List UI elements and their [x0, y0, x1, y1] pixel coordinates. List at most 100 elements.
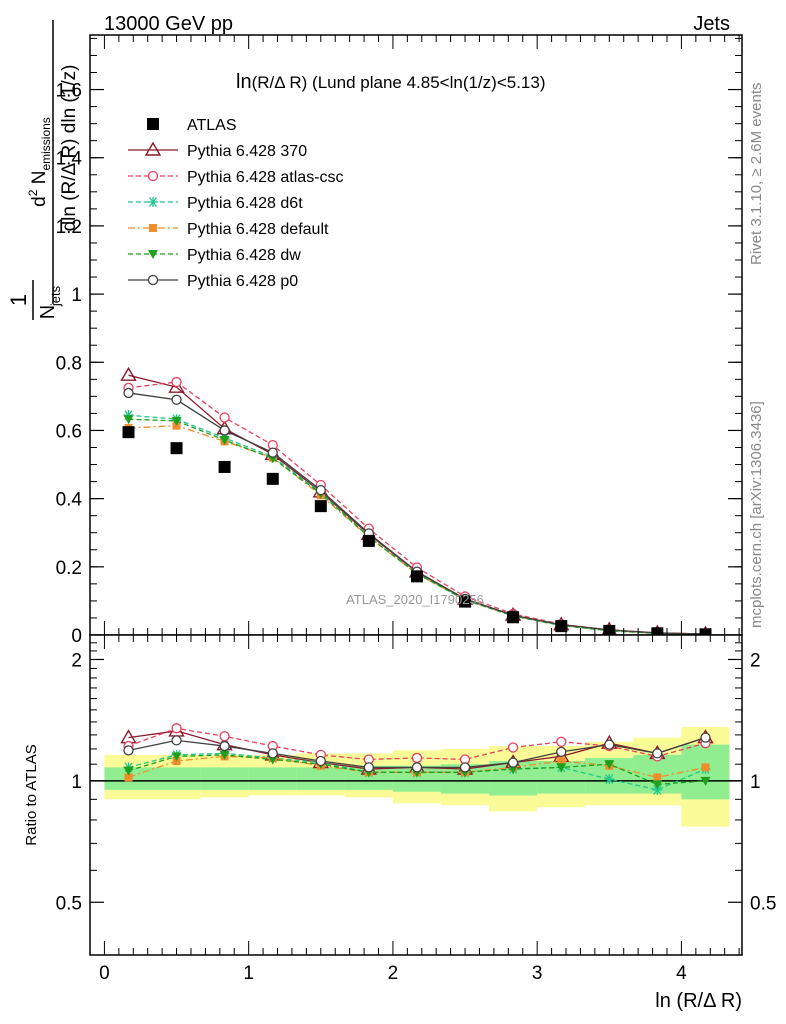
ratio-y-axis-label: Ratio to ATLAS	[23, 744, 40, 845]
point-p0-4	[315, 484, 326, 496]
legend-marker-atlascsc	[147, 170, 159, 182]
band-inner-4	[296, 767, 345, 790]
point-atlas-7	[459, 595, 472, 608]
ratio-point-p0-1	[171, 735, 182, 746]
ratio-point-default-11	[653, 773, 662, 782]
main-ytick-label: 0.4	[56, 490, 83, 511]
legend-label-atlascsc: Pythia 6.428 atlas-csc	[187, 169, 344, 186]
point-atlas-0	[122, 426, 135, 439]
ratio-point-dw-11	[652, 780, 663, 790]
legend-item-atlas: ATLAS	[147, 117, 237, 134]
point-dw-1	[171, 416, 182, 426]
legend-marker-dw	[148, 250, 158, 259]
mcplots-label: mcplots.cern.ch [arXiv:1306.3436]	[748, 401, 765, 628]
header-process-label: Jets	[693, 13, 730, 35]
ratio-axes: 0.5 0.5 1 1 2 2 0 1 2 3 4	[56, 634, 776, 984]
point-p0-2	[219, 425, 230, 436]
main-ytick-label: 1.6	[56, 81, 82, 102]
ratio-point-p0-7	[459, 762, 471, 773]
rivet-version-label: Rivet 3.1.10, ≥ 2.6M events	[748, 83, 765, 266]
ratio-point-atlascsc-8	[507, 742, 519, 753]
ratio-point-atlascsc-1	[171, 723, 182, 734]
ratio-point-atlascsc-2	[219, 731, 230, 742]
ratio-xtick-label: 2	[388, 963, 399, 984]
main-y-axis-fraction: d2 Nemissions dln (R/Δ R) dln (1/z)	[26, 20, 80, 304]
main-ytick-label: 0.6	[56, 421, 82, 442]
ylabel-jets: jets	[48, 285, 63, 307]
point-atlascsc-2	[219, 412, 230, 423]
ratio-point-dw-10	[604, 760, 615, 770]
main-ytick-label: 1.4	[56, 149, 83, 170]
point-dw-2	[219, 436, 230, 445]
ylabel-frac-bottom: dln (R/Δ R) dln (1/z)	[59, 65, 80, 232]
legend-marker-p0	[147, 274, 159, 286]
legend-label-default: Pythia 6.428 default	[187, 221, 329, 238]
legend-label-atlas: ATLAS	[187, 117, 237, 134]
main-y-axis-label: 1 N jets	[6, 280, 63, 320]
legend-label-dw: Pythia 6.428 dw	[187, 247, 301, 264]
point-p0-3	[267, 447, 278, 458]
ratio-ytick-label: 1	[71, 772, 82, 793]
ratio-point-p0-11	[652, 748, 663, 759]
main-ytick-label: 0	[71, 626, 82, 647]
analysis-watermark: ATLAS_2020_I1790256	[346, 592, 484, 607]
legend-item-p370: Pythia 6.428 370	[128, 141, 307, 160]
ratio-point-dw-0	[123, 766, 134, 776]
point-p370-1	[168, 378, 185, 393]
legend-marker-p370	[144, 141, 162, 156]
legend-item-d6t: Pythia 6.428 d6t	[128, 195, 303, 212]
title-sub: (R/Δ R)	[252, 73, 308, 92]
point-atlas-4	[314, 500, 327, 513]
ratio-point-p0-4	[315, 755, 326, 767]
legend-marker-d6t	[148, 197, 158, 207]
ylabel-numerator-one: 1	[6, 294, 31, 306]
ratio-point-dw-1	[171, 752, 182, 762]
ratio-point-atlascsc-9	[556, 736, 567, 747]
ratio-point-p0-2	[219, 740, 230, 752]
point-p370-0	[120, 366, 137, 381]
legend-label-d6t: Pythia 6.428 d6t	[187, 195, 303, 212]
main-plot-title: ln(R/Δ R) (Lund plane 4.85<ln(1/z)<5.13)	[236, 71, 546, 93]
ratio-frame	[89, 634, 743, 956]
legend-marker-default	[149, 224, 157, 232]
ratio-point-dw-9	[556, 763, 567, 773]
ratio-point-p0-3	[267, 748, 278, 759]
point-atlas-9	[555, 620, 568, 633]
ratio-series-p0	[123, 732, 711, 773]
header-energy-label: 13000 GeV pp	[104, 13, 233, 35]
ratio-point-dw-12	[700, 776, 711, 786]
ratio-point-p0-9	[556, 746, 567, 758]
point-p0-0	[123, 387, 134, 399]
ratio-series-layer	[120, 722, 714, 795]
main-plot-area	[90, 35, 742, 635]
band-inner-3	[248, 767, 297, 790]
ratio-point-p0-0	[123, 745, 134, 756]
ratio-ytick-label: 0.5	[56, 893, 82, 914]
ratio-point-default-9	[557, 757, 566, 766]
ratio-xtick-label: 0	[99, 963, 110, 984]
ratio-point-p0-10	[604, 739, 615, 750]
legend-item-dw: Pythia 6.428 dw	[128, 247, 301, 264]
main-ytick-label: 0.8	[56, 353, 82, 374]
ratio-point-d6t-10	[604, 774, 615, 785]
point-p0-1	[171, 394, 182, 405]
ratio-point-default-0	[124, 773, 133, 782]
main-panel	[90, 35, 742, 635]
ratio-xtick-label: 4	[676, 963, 687, 984]
ylabel-n: N	[37, 305, 59, 319]
point-atlas-2	[218, 460, 231, 473]
legend: ATLAS Pythia 6.428 370 Pythia 6.428 atlas-…	[128, 117, 344, 290]
ratio-point-dw-8	[508, 765, 519, 775]
legend-item-p0: Pythia 6.428 p0	[128, 273, 298, 290]
main-ytick-label: 1.2	[56, 217, 82, 238]
point-atlas-8	[507, 611, 520, 624]
point-atlascsc-1	[171, 376, 182, 388]
ratio-point-p0-12	[700, 732, 711, 743]
point-atlas-3	[266, 472, 279, 485]
ratio-ytick-label: 2	[71, 650, 82, 671]
legend-marker-atlas	[147, 118, 159, 130]
legend-label-p0: Pythia 6.428 p0	[187, 273, 298, 290]
legend-label-p370: Pythia 6.428 370	[187, 143, 307, 160]
ratio-point-default-12	[701, 763, 710, 772]
